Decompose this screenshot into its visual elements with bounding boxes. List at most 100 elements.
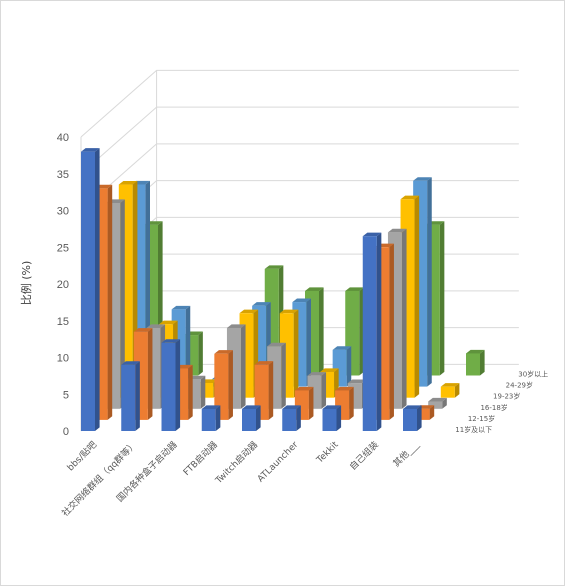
bar-front: [322, 408, 337, 431]
bar-side: [439, 221, 445, 376]
bar-top: [254, 361, 274, 365]
bar-side: [308, 386, 314, 420]
bar-top: [133, 328, 153, 332]
bar-front: [403, 408, 417, 431]
y-tick-label: 10: [57, 353, 69, 365]
bar-top: [226, 324, 246, 328]
bar-side: [175, 339, 181, 431]
y-tick-label: 40: [57, 132, 69, 144]
bar-top: [428, 397, 447, 402]
bar-top: [466, 349, 485, 354]
bar-top: [413, 177, 432, 181]
bar-top: [305, 287, 324, 291]
bar-front: [242, 408, 256, 431]
bar-top: [345, 287, 364, 291]
bar-side: [293, 309, 299, 398]
bar-side: [296, 405, 301, 431]
bar-side: [120, 199, 125, 409]
bar-side: [401, 228, 407, 409]
bar-top: [335, 386, 354, 391]
bar-top: [320, 368, 339, 372]
bar: [428, 397, 447, 409]
gridline: [80, 69, 519, 138]
chart-bars: [81, 148, 485, 431]
bar-side: [228, 350, 233, 420]
y-tick-label: 0: [63, 426, 69, 438]
bar: [81, 148, 100, 431]
bar-top: [403, 405, 422, 409]
bar-side: [389, 243, 394, 420]
bar-side: [95, 148, 100, 431]
bar: [403, 405, 422, 431]
bar-side: [417, 405, 422, 431]
bar-side: [268, 361, 274, 420]
bar-side: [321, 372, 327, 409]
bar-front: [428, 401, 443, 409]
bar-side: [346, 346, 352, 387]
bar-top: [387, 228, 407, 233]
category-label: FTB启动器: [180, 439, 219, 478]
bar: [322, 405, 342, 431]
bar-top: [161, 339, 181, 343]
bar-front: [362, 236, 377, 431]
series-label: 24-29岁: [506, 381, 533, 390]
bar-side: [200, 375, 206, 409]
bar-top: [81, 148, 100, 152]
bar-side: [198, 331, 203, 376]
bar-top: [294, 386, 314, 391]
bar-top: [279, 309, 299, 314]
bar: [242, 405, 261, 431]
bar-side: [135, 361, 140, 431]
y-tick-label: 25: [57, 242, 69, 254]
series-label: 12-15岁: [468, 414, 495, 423]
category-label: 社交网络群组（qq群等）: [59, 439, 139, 519]
bar-side: [147, 328, 153, 420]
bar-top: [214, 350, 233, 354]
category-label: ATLauncher: [256, 440, 301, 485]
bar-top: [267, 342, 286, 347]
bar-top: [292, 298, 311, 303]
bar: [282, 405, 301, 431]
y-tick-label: 20: [57, 279, 69, 291]
bar-side: [240, 324, 246, 409]
bar-side: [349, 386, 354, 420]
bar-side: [427, 177, 432, 387]
series-label: 11岁及以下: [455, 425, 492, 434]
bar-top: [322, 405, 342, 409]
category-label: bbs/贴吧: [64, 439, 99, 474]
bar-side: [480, 349, 485, 376]
bar-side: [376, 232, 382, 431]
bar-side: [319, 287, 324, 376]
y-tick-label: 30: [57, 206, 69, 218]
bar-side: [107, 184, 113, 420]
bar: [362, 232, 382, 431]
bar-top: [239, 309, 259, 314]
series-label: 19-23岁: [493, 392, 520, 401]
bar-side: [256, 405, 261, 431]
series-label: 16-18岁: [480, 403, 507, 412]
bar-front: [214, 353, 229, 420]
bar-side: [442, 397, 447, 409]
bar-top: [307, 372, 327, 376]
gridline: [80, 106, 519, 175]
series-label: 30岁以上: [518, 370, 548, 379]
bar-side: [281, 342, 286, 409]
bar-side: [359, 287, 364, 376]
bar-front: [81, 151, 95, 431]
bar: [466, 349, 485, 376]
bar-side: [429, 405, 435, 420]
bar-side: [188, 364, 193, 420]
bar-top: [264, 265, 284, 269]
bar-front: [466, 353, 480, 376]
bar: [440, 383, 460, 398]
bar-top: [252, 302, 271, 306]
bar-front: [415, 408, 430, 420]
bar-top: [201, 405, 221, 409]
bar-side: [306, 298, 311, 387]
bar: [214, 350, 233, 420]
bar-top: [440, 383, 460, 387]
bar-front: [121, 364, 136, 431]
bar-top: [332, 346, 352, 350]
